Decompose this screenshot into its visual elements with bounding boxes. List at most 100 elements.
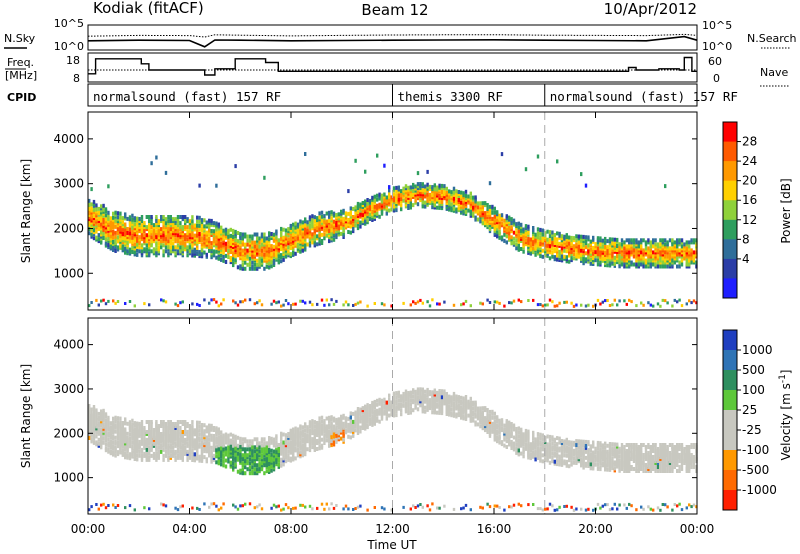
power-cell xyxy=(416,202,420,207)
power-cell xyxy=(296,242,300,247)
velocity-cell xyxy=(438,506,441,510)
power-cell xyxy=(356,201,360,206)
power-cell xyxy=(124,212,127,217)
power-cell xyxy=(330,210,333,215)
colorbar-tick-label: 28 xyxy=(742,135,757,149)
power-cell xyxy=(606,249,609,254)
velocity-cell xyxy=(359,504,362,508)
power-cell xyxy=(380,302,384,306)
power-cell xyxy=(102,232,105,236)
power-cell xyxy=(635,240,638,245)
power-cell xyxy=(208,248,211,253)
power-cell xyxy=(587,259,590,264)
power-cell xyxy=(299,245,302,250)
power-cell xyxy=(680,244,684,249)
power-cell xyxy=(263,232,266,237)
power-cell xyxy=(208,238,211,243)
velocity-cell xyxy=(272,463,276,468)
power-cell xyxy=(97,219,100,223)
power-cell xyxy=(198,250,201,255)
power-cell xyxy=(443,188,446,193)
power-cell xyxy=(623,264,626,269)
power-cell xyxy=(448,189,451,194)
power-cell xyxy=(522,235,525,240)
power-cell xyxy=(560,238,564,243)
velocity-cell xyxy=(356,505,360,509)
power-cell xyxy=(301,232,304,237)
velocity-cell xyxy=(304,422,307,427)
power-cell xyxy=(546,239,549,244)
power-cell xyxy=(349,214,352,219)
velocity-cell xyxy=(210,449,213,454)
velocity-cell xyxy=(90,437,93,442)
power-cell xyxy=(596,258,600,263)
power-cell xyxy=(685,240,688,245)
power-cell xyxy=(496,224,499,229)
velocity-cell xyxy=(414,506,417,509)
power-cell xyxy=(680,240,684,245)
power-cell xyxy=(176,304,180,308)
power-cell xyxy=(342,208,345,213)
power-cell xyxy=(400,189,403,194)
power-cell xyxy=(294,221,297,226)
power-cell xyxy=(136,216,139,221)
power-cell xyxy=(181,217,184,222)
velocity-cell xyxy=(176,437,180,442)
power-cell xyxy=(148,229,151,234)
power-cell xyxy=(661,264,664,269)
velocity-cell xyxy=(174,430,177,434)
power-cell xyxy=(488,217,492,221)
velocity-cell xyxy=(126,453,129,458)
power-cell xyxy=(517,221,520,226)
velocity-cell xyxy=(431,410,434,415)
velocity-cell xyxy=(138,421,141,426)
power-cell xyxy=(522,227,525,232)
power-cell xyxy=(443,184,446,189)
power-cell xyxy=(320,218,324,223)
power-cell xyxy=(640,238,643,243)
power-cell xyxy=(556,247,559,252)
velocity-cell xyxy=(131,422,134,427)
power-cell xyxy=(335,221,338,225)
power-cell xyxy=(114,224,117,229)
power-cell xyxy=(265,264,268,269)
power-cell xyxy=(652,250,655,255)
power-cell xyxy=(580,238,583,243)
velocity-cell xyxy=(318,416,321,421)
power-cell xyxy=(244,298,247,302)
velocity-cell xyxy=(160,443,163,448)
power-cell xyxy=(296,234,300,239)
power-cell xyxy=(292,246,295,251)
power-cell xyxy=(548,230,552,235)
colorbar-tick-label: 8 xyxy=(742,232,750,246)
power-cell xyxy=(652,238,655,243)
power-cell xyxy=(229,239,232,244)
power-cell xyxy=(438,183,441,188)
velocity-cell xyxy=(378,397,381,402)
velocity-cell xyxy=(148,420,151,424)
velocity-cell xyxy=(88,404,91,408)
power-cell xyxy=(438,302,441,306)
velocity-cell xyxy=(373,506,376,509)
power-cell xyxy=(644,252,648,257)
power-cell xyxy=(604,257,607,261)
power-cell xyxy=(496,230,499,235)
power-cell xyxy=(239,252,242,257)
power-cell xyxy=(260,303,264,307)
velocity-cell xyxy=(191,420,194,425)
power-cell xyxy=(450,206,453,211)
power-cell xyxy=(596,236,600,241)
power-cell xyxy=(140,229,144,234)
power-cell xyxy=(155,155,158,160)
power-cell xyxy=(224,233,228,238)
power-cell xyxy=(373,212,376,217)
velocity-cell xyxy=(301,429,304,434)
power-cell xyxy=(145,243,148,248)
velocity-cell xyxy=(220,434,223,439)
power-cell xyxy=(107,233,110,237)
velocity-cell xyxy=(208,453,211,458)
velocity-cell xyxy=(296,427,300,432)
power-cell xyxy=(272,259,276,263)
power-cell xyxy=(325,221,328,226)
power-cell xyxy=(428,304,432,308)
